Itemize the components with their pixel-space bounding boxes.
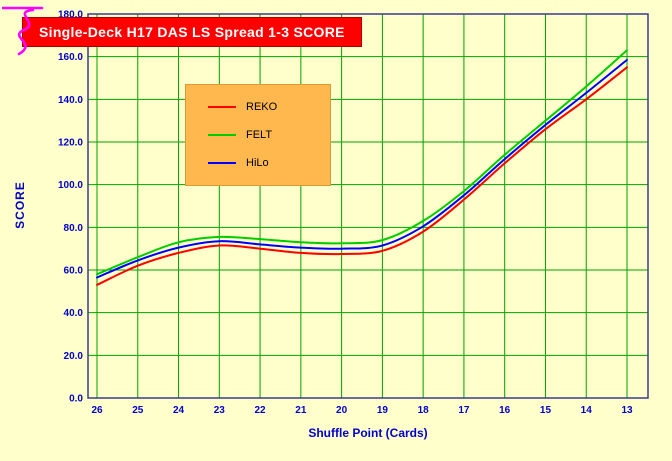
scribble-icon (2, 6, 44, 56)
svg-text:20: 20 (336, 405, 348, 416)
svg-text:16: 16 (499, 405, 511, 416)
svg-text:15: 15 (540, 405, 552, 416)
svg-text:100.0: 100.0 (58, 180, 83, 191)
svg-text:180.0: 180.0 (58, 10, 83, 21)
legend-line-swatch-reko (208, 106, 236, 108)
svg-text:22: 22 (255, 405, 267, 416)
y-axis-title: SCORE (13, 181, 27, 229)
svg-text:19: 19 (377, 405, 389, 416)
svg-text:17: 17 (458, 405, 470, 416)
legend-label-reko: REKO (246, 101, 278, 113)
svg-text:60.0: 60.0 (64, 266, 84, 277)
chart-title: Single-Deck H17 DAS LS Spread 1-3 SCORE (22, 17, 362, 47)
svg-text:14: 14 (581, 405, 593, 416)
svg-text:21: 21 (295, 405, 307, 416)
svg-text:140.0: 140.0 (58, 95, 83, 106)
legend-item-hilo: HiLo (208, 149, 330, 177)
svg-text:23: 23 (214, 405, 226, 416)
legend-line-swatch-hilo (208, 162, 236, 164)
scribble-path (2, 6, 44, 56)
svg-text:18: 18 (418, 405, 430, 416)
legend-label-hilo: HiLo (246, 157, 269, 169)
svg-text:120.0: 120.0 (58, 138, 83, 149)
svg-text:0.0: 0.0 (69, 394, 83, 405)
svg-text:80.0: 80.0 (64, 223, 84, 234)
svg-text:160.0: 160.0 (58, 52, 83, 63)
legend-item-felt: FELT (208, 121, 330, 149)
legend-item-reko: REKO (208, 93, 330, 121)
svg-text:24: 24 (173, 405, 185, 416)
svg-text:20.0: 20.0 (64, 351, 84, 362)
legend-label-felt: FELT (246, 129, 273, 141)
svg-text:26: 26 (91, 405, 103, 416)
svg-text:25: 25 (132, 405, 144, 416)
svg-text:40.0: 40.0 (64, 308, 84, 319)
x-axis-title: Shuffle Point (Cards) (308, 426, 428, 440)
chart-title-text: Single-Deck H17 DAS LS Spread 1-3 SCORE (39, 24, 345, 40)
svg-text:13: 13 (621, 405, 633, 416)
legend: REKO FELT HiLo (185, 84, 331, 186)
legend-line-swatch-felt (208, 134, 236, 136)
